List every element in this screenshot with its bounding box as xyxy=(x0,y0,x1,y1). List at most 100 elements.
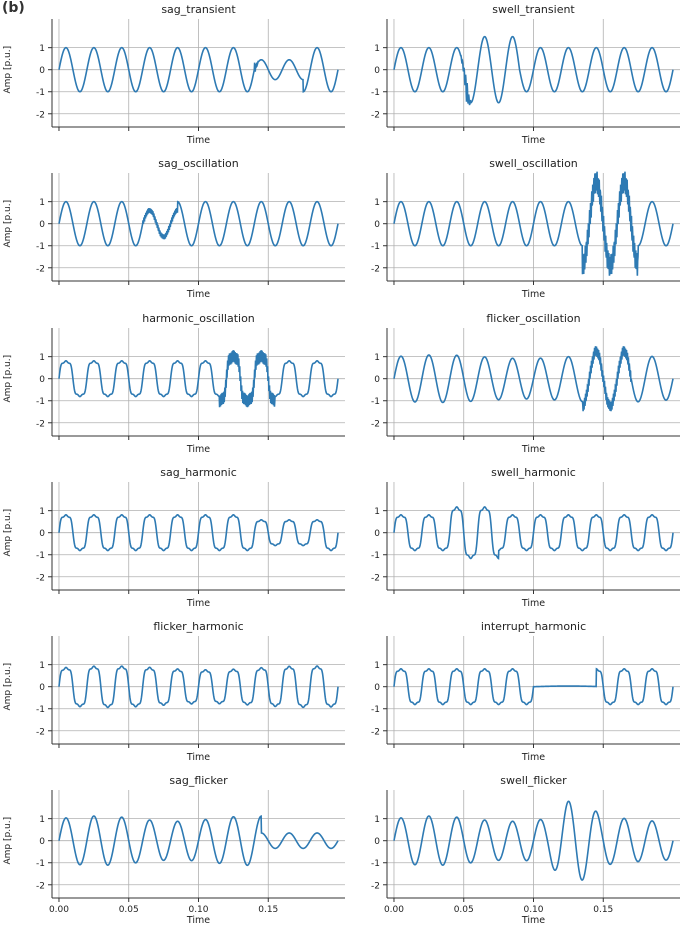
x-axis-label: Time xyxy=(186,598,210,609)
x-axis-label: Time xyxy=(521,135,545,146)
y-tick-label: 0 xyxy=(374,375,380,385)
y-tick-label: -1 xyxy=(371,397,380,407)
y-tick-label: -2 xyxy=(36,419,45,429)
series-line xyxy=(58,815,339,867)
y-tick-label: -1 xyxy=(371,705,380,715)
chart-title: interrupt_harmonic xyxy=(481,620,586,633)
series-line xyxy=(393,506,674,560)
y-tick-label: -2 xyxy=(36,727,45,737)
y-tick-label: -1 xyxy=(36,88,45,98)
y-tick-label: 1 xyxy=(374,353,380,363)
subplot: 1 0 -1 -2 swell_transient Time xyxy=(371,3,680,146)
y-axis-label: Amp [p.u.] xyxy=(3,46,13,94)
x-axis-label: Time xyxy=(521,752,545,763)
x-axis-label: Time xyxy=(521,289,545,300)
y-tick-label: 1 xyxy=(374,661,380,671)
y-axis-label: Amp [p.u.] xyxy=(3,355,13,403)
y-tick-label: 1 xyxy=(39,198,45,208)
y-tick-label: -1 xyxy=(36,859,45,869)
y-tick-label: 1 xyxy=(374,507,380,517)
chart-title: swell_flicker xyxy=(500,774,567,787)
chart-title: swell_oscillation xyxy=(489,157,578,170)
chart-title: swell_harmonic xyxy=(491,466,576,479)
subplot: 1 0 -1 -2 0.00 0.05 0.10 0.15 sag_flicker Time Amp… xyxy=(3,774,345,926)
y-tick-label: -2 xyxy=(371,727,380,737)
y-axis-label: Amp [p.u.] xyxy=(3,200,13,248)
y-tick-label: 0 xyxy=(39,683,45,693)
subplot: 1 0 -1 -2 harmonic_oscillation Time Amp [p.u.] xyxy=(3,312,345,455)
x-tick-label: 0.10 xyxy=(523,905,543,915)
subplot: 1 0 -1 -2 sag_transient Time Amp [p.u.] xyxy=(3,3,345,146)
x-tick-label: 0.05 xyxy=(119,905,139,915)
subplot: 1 0 -1 -2 interrupt_harmonic Time xyxy=(371,620,680,763)
y-tick-label: -2 xyxy=(36,264,45,274)
subplot: 1 0 -1 -2 flicker_oscillation Time xyxy=(371,312,680,455)
series-line xyxy=(393,667,674,706)
series-line xyxy=(393,346,674,412)
y-tick-label: -1 xyxy=(36,242,45,252)
y-tick-label: -1 xyxy=(371,859,380,869)
x-tick-label: 0.00 xyxy=(49,905,69,915)
x-axis-label: Time xyxy=(186,444,210,455)
y-tick-label: -2 xyxy=(371,110,380,120)
y-tick-label: -2 xyxy=(371,264,380,274)
y-tick-label: -1 xyxy=(36,397,45,407)
y-tick-label: -1 xyxy=(371,242,380,252)
y-axis-label: Amp [p.u.] xyxy=(3,663,13,711)
y-tick-label: 1 xyxy=(39,44,45,54)
y-tick-label: 1 xyxy=(374,815,380,825)
y-tick-label: -2 xyxy=(371,881,380,891)
y-tick-label: 1 xyxy=(39,661,45,671)
series-line xyxy=(58,514,339,552)
x-axis-label: Time xyxy=(186,915,210,926)
y-tick-label: 0 xyxy=(39,220,45,230)
series-line xyxy=(393,800,674,881)
x-axis-label: Time xyxy=(186,289,210,300)
x-tick-label: 0.05 xyxy=(454,905,474,915)
subplot: 1 0 -1 -2 0.00 0.05 0.10 0.15 swell_flicker Time xyxy=(371,774,680,926)
y-tick-label: 0 xyxy=(374,837,380,847)
series-line xyxy=(58,200,339,247)
y-tick-label: 0 xyxy=(374,529,380,539)
y-tick-label: -2 xyxy=(371,573,380,583)
y-tick-label: 1 xyxy=(39,507,45,517)
subplot: 1 0 -1 -2 sag_oscillation Time Amp [p.u.] xyxy=(3,157,345,300)
subplot: 1 0 -1 -2 flicker_harmonic Time Amp [p.u.] xyxy=(3,620,345,763)
x-axis-label: Time xyxy=(186,752,210,763)
y-tick-label: 0 xyxy=(374,683,380,693)
y-tick-label: -1 xyxy=(36,551,45,561)
x-tick-label: 0.10 xyxy=(188,905,208,915)
y-tick-label: 0 xyxy=(39,375,45,385)
subplot: 1 0 -1 -2 sag_harmonic Time Amp [p.u.] xyxy=(3,466,345,609)
y-tick-label: 0 xyxy=(374,66,380,76)
y-tick-label: -2 xyxy=(36,881,45,891)
panel-label: (b) xyxy=(2,0,25,16)
y-tick-label: 1 xyxy=(39,815,45,825)
chart-title: flicker_oscillation xyxy=(486,312,580,325)
series-line xyxy=(393,171,674,276)
y-tick-label: 1 xyxy=(39,353,45,363)
y-tick-label: 0 xyxy=(39,66,45,76)
chart-title: flicker_harmonic xyxy=(153,620,243,633)
x-axis-label: Time xyxy=(521,444,545,455)
y-tick-label: -2 xyxy=(371,419,380,429)
y-tick-label: -1 xyxy=(371,88,380,98)
y-tick-label: 0 xyxy=(39,529,45,539)
x-tick-label: 0.00 xyxy=(384,905,404,915)
x-tick-label: 0.15 xyxy=(593,905,613,915)
chart-title: sag_oscillation xyxy=(158,157,238,170)
x-axis-label: Time xyxy=(521,915,545,926)
y-axis-label: Amp [p.u.] xyxy=(3,817,13,865)
x-axis-label: Time xyxy=(186,135,210,146)
y-tick-label: -2 xyxy=(36,110,45,120)
subplot: 1 0 -1 -2 swell_harmonic Time xyxy=(371,466,680,609)
y-tick-label: 1 xyxy=(374,44,380,54)
y-tick-label: 0 xyxy=(374,220,380,230)
chart-title: sag_harmonic xyxy=(160,466,237,479)
series-line xyxy=(393,35,674,106)
chart-title: sag_flicker xyxy=(169,774,228,787)
subplot: 1 0 -1 -2 swell_oscillation Time xyxy=(371,157,680,300)
chart-title: sag_transient xyxy=(161,3,236,16)
y-axis-label: Amp [p.u.] xyxy=(3,509,13,557)
